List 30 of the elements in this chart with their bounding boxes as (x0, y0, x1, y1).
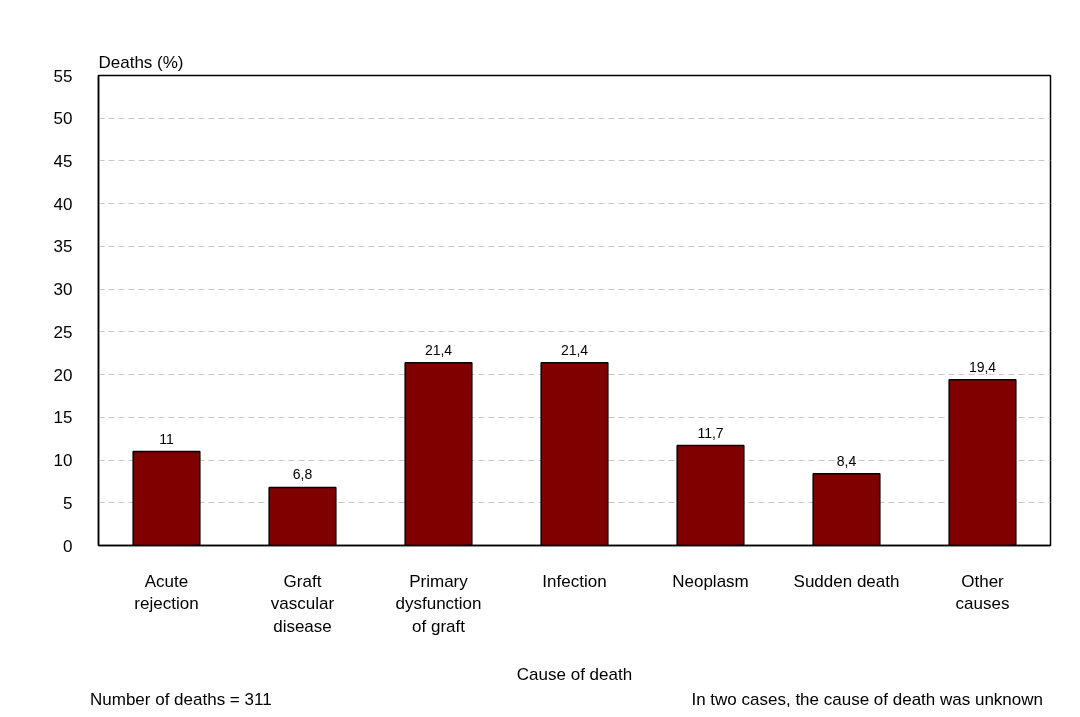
y-tick-label: 20 (53, 365, 73, 385)
y-tick-label: 50 (53, 109, 73, 129)
y-tick-label: 35 (53, 237, 73, 257)
x-tick-label: Sudden death (793, 571, 900, 591)
y-tick-label: 15 (53, 408, 73, 428)
data-label: 21,4 (424, 341, 453, 358)
text: In two cases, the cause of death was unknown (691, 689, 1043, 711)
y-axis-title: Deaths (%) (98, 52, 184, 72)
y-tick-label: 40 (53, 194, 73, 214)
y-tick-label: 5 (63, 493, 73, 513)
y-tick-label: 25 (53, 322, 73, 342)
y-tick-label: 10 (53, 451, 73, 471)
x-tick-label: Primary dysfunction of graft (395, 571, 482, 637)
data-label: 11 (159, 430, 174, 447)
y-tick-label: 55 (53, 66, 73, 86)
text: Number of deaths = 311 (90, 689, 272, 711)
x-axis-title: Cause of death (516, 665, 633, 685)
data-label: 8,4 (836, 452, 857, 469)
x-tick-label: Infection (542, 571, 607, 591)
x-tick-label: Acute rejection (134, 571, 199, 614)
data-label: 21,4 (560, 341, 589, 358)
x-tick-label: Graft vascular disease (270, 571, 335, 637)
y-tick-label: 30 (53, 280, 73, 300)
data-label: 6,8 (292, 466, 313, 483)
x-tick-label: Other causes (955, 571, 1010, 614)
x-tick-label: Neoplasm (672, 571, 749, 591)
y-tick-label: 0 (63, 536, 73, 556)
data-label: 11,7 (697, 424, 724, 441)
data-label: 19,4 (968, 358, 997, 375)
y-tick-label: 45 (53, 151, 73, 171)
